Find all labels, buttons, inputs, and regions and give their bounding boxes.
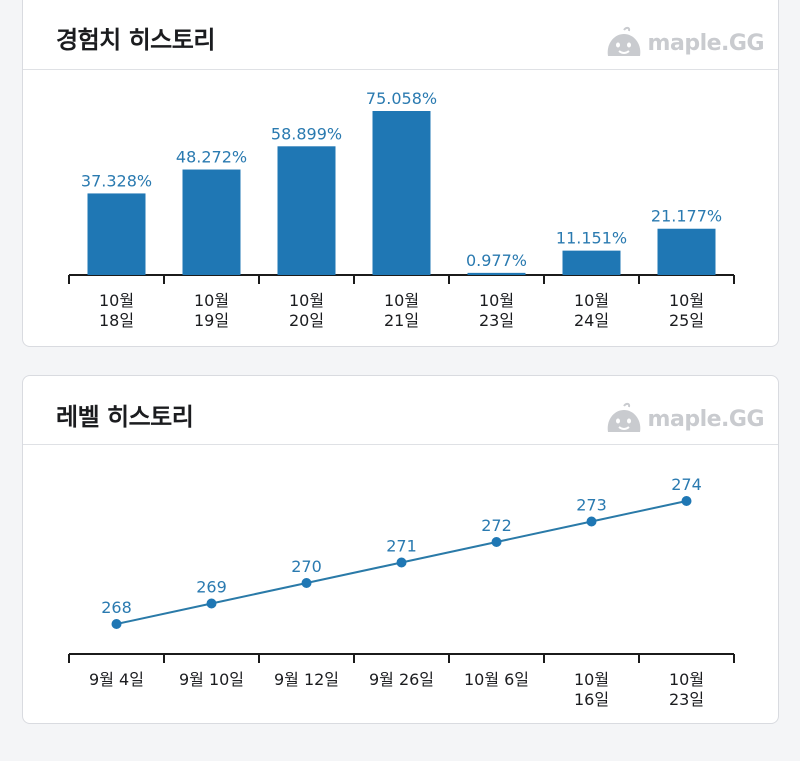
exp-x-tick-label: 10월 [289, 291, 324, 310]
maple-gg-brand[interactable]: maple.GG [604, 26, 765, 60]
level-data-point [491, 537, 502, 547]
exp-bar-value-label: 75.058% [366, 89, 437, 108]
level-data-point [396, 557, 407, 568]
level-value-label: 272 [481, 516, 512, 535]
exp-bar-value-label: 0.977% [466, 251, 527, 270]
exp-x-tick-label: 10월 [574, 291, 609, 310]
exp-bar-value-label: 37.328% [81, 171, 152, 190]
exp-bar [87, 193, 146, 275]
level-value-label: 269 [196, 578, 227, 597]
level-x-tick-label: 9월 12일 [274, 670, 339, 689]
level-x-tick-label: 9월 10일 [179, 670, 244, 689]
exp-x-tick-label: 21일 [384, 311, 419, 330]
exp-x-tick-label: 25일 [669, 311, 704, 330]
exp-bar [657, 228, 716, 275]
exp-x-tick-label: 20일 [289, 311, 324, 330]
exp-x-tick-label: 19일 [194, 311, 229, 330]
exp-x-tick-label: 10월 [194, 291, 229, 310]
exp-bar-value-label: 48.272% [176, 148, 247, 167]
level-x-tick-label: 23일 [669, 690, 704, 709]
level-line-chart: 9월 4일 9월 10일 9월 12일 9월 26일 10월 6일 10월16일10월23… [68, 475, 735, 709]
level-data-point [301, 578, 312, 588]
level-value-label: 270 [291, 557, 322, 576]
exp-x-tick-label: 23일 [479, 311, 514, 330]
level-x-tick-label: 9월 4일 [89, 670, 144, 689]
level-value-label: 273 [576, 496, 607, 515]
slime-logo-icon [607, 26, 640, 56]
level-x-tick-label: 10월 [669, 670, 704, 689]
exp-bar-value-label: 21.177% [651, 207, 722, 226]
exp-bar-value-label: 58.899% [271, 124, 342, 143]
exp-bar [372, 111, 431, 275]
level-x-tick-label: 10월 6일 [464, 670, 529, 689]
exp-bar [562, 250, 621, 275]
exp-x-tick-label: 24일 [574, 311, 609, 330]
exp-x-tick-label: 10월 [669, 291, 704, 310]
exp-bar [277, 146, 336, 275]
level-value-label: 271 [386, 537, 417, 556]
exp-history-header: 경험치 히스토리 maple.GG [23, 0, 778, 70]
level-data-point [586, 516, 597, 527]
exp-x-tick-label: 18일 [99, 311, 134, 330]
level-history-header: 레벨 히스토리 maple.GG [23, 376, 778, 445]
level-x-tick-label: 9월 26일 [369, 670, 434, 689]
maple-gg-brand[interactable]: maple.GG [604, 402, 765, 436]
exp-history-card: 경험치 히스토리 maple.GG 10월 18일 10월 19일 10월 20일 10월 2… [22, 0, 779, 347]
level-x-tick-label: 10월 [574, 670, 609, 689]
exp-x-tick-label: 10월 [99, 291, 134, 310]
level-data-point [681, 496, 692, 506]
exp-x-tick-label: 10월 [479, 291, 514, 310]
exp-bar-value-label: 11.151% [556, 229, 627, 248]
level-value-label: 274 [671, 475, 702, 494]
level-history-title: 레벨 히스토리 [56, 403, 194, 431]
exp-bar [467, 272, 526, 275]
slime-logo-icon [607, 402, 640, 432]
level-x-tick-label: 16일 [574, 690, 609, 709]
level-history-card: 레벨 히스토리 maple.GG 9월 4일 9월 10일 9월 12일 9월 26일… [22, 375, 779, 724]
exp-history-title: 경험치 히스토리 [56, 26, 215, 54]
level-data-point [111, 619, 122, 629]
exp-bar-chart: 10월18일10월19일10월20일10월21일10월23일10월24일10월2… [68, 89, 735, 330]
exp-bar [182, 169, 241, 275]
brand-text: maple.GG [647, 30, 765, 56]
exp-x-tick-label: 10월 [384, 291, 419, 310]
level-value-label: 268 [101, 598, 132, 617]
level-data-point [206, 598, 217, 609]
brand-text: maple.GG [647, 406, 765, 432]
